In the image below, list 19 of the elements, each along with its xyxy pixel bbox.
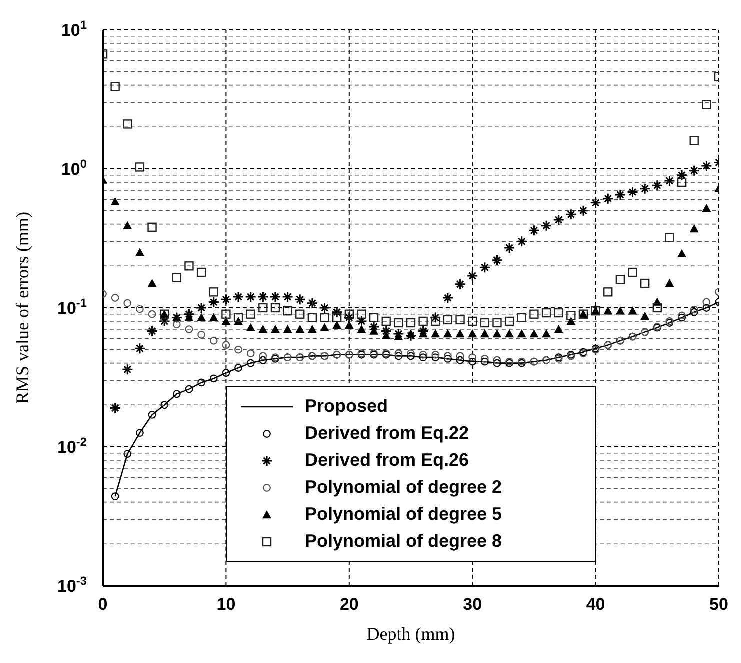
y-tick-label: 10$^{-1}$ (58, 296, 88, 318)
y-tick-label: 10$^{1}$ (61, 18, 88, 40)
legend-label: Derived from Eq.22 (305, 423, 470, 444)
x-tick-label: 30 (463, 595, 482, 614)
legend-label: Polynomial of degree 5 (305, 504, 502, 525)
y-axis-title: RMS value of errors (mm) (12, 212, 32, 404)
x-tick-label: 50 (710, 595, 728, 614)
x-tick-label: 40 (586, 595, 606, 614)
x-tick-label: 0 (98, 595, 108, 614)
x-tick-label: 10 (216, 595, 236, 614)
x-axis-title: Depth (mm) (366, 624, 456, 644)
legend-label: Derived from Eq.26 (305, 450, 470, 471)
legend-label: Proposed (305, 396, 388, 417)
x-tick-label: 20 (340, 595, 359, 614)
y-tick-label: 10$^{0}$ (61, 157, 88, 179)
y-tick-label: 10$^{-3}$ (58, 574, 88, 596)
y-tick-label: 10$^{-2}$ (58, 435, 88, 457)
legend-label: Polynomial of degree 2 (305, 477, 502, 498)
legend-label: Polynomial of degree 8 (305, 531, 502, 552)
